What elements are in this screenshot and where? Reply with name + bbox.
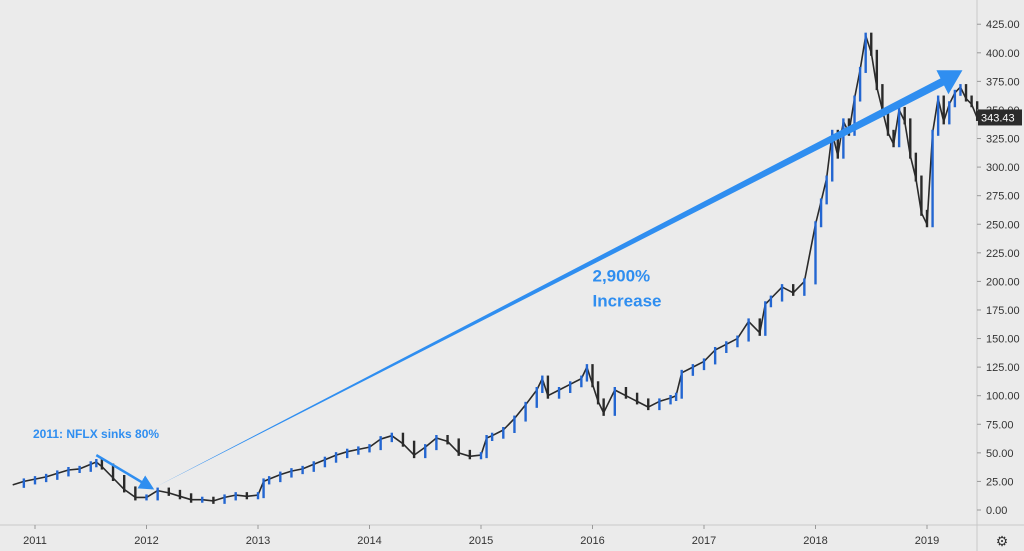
y-tick-label: 225.00 (986, 248, 1020, 260)
x-tick-label: 2011 (23, 535, 47, 547)
y-tick-label: 75.00 (986, 419, 1014, 431)
annotation-increase: Increase (593, 292, 662, 311)
x-axis-ticks: 2011 2012 2013 2014 2015 2016 2017 2018 2019 (23, 525, 939, 547)
y-axis-ticks: 0.00 25.00 50.00 75.00 100.00 125.00 150.00 175… (977, 19, 1020, 517)
x-tick-label: 2019 (915, 535, 939, 547)
y-tick-label: 175.00 (986, 305, 1020, 317)
x-tick-label: 2014 (357, 535, 381, 547)
x-tick-label: 2015 (469, 535, 493, 547)
y-tick-label: 200.00 (986, 276, 1020, 288)
annotation-nflx-sinks: 2011: NFLX sinks 80% (33, 427, 159, 441)
y-tick-label: 325.00 (986, 134, 1020, 146)
y-tick-label: 400.00 (986, 48, 1020, 60)
y-tick-label: 50.00 (986, 448, 1014, 460)
last-price-tag: 343.43 (978, 109, 1022, 126)
y-tick-label: 150.00 (986, 334, 1020, 346)
y-tick-label: 0.00 (986, 505, 1007, 517)
annotation-arrows (95, 70, 963, 490)
gear-icon[interactable]: ⚙ (995, 533, 1009, 549)
price-series-layer (12, 32, 979, 504)
y-tick-label: 250.00 (986, 219, 1020, 231)
y-tick-label: 25.00 (986, 476, 1014, 488)
sinks-arrow (95, 454, 155, 490)
last-price-tag-bg (978, 109, 1022, 126)
y-tick-label: 375.00 (986, 76, 1020, 88)
x-tick-label: 2013 (246, 535, 270, 547)
annotation-percent: 2,900% (593, 266, 651, 285)
y-tick-label: 125.00 (986, 362, 1020, 374)
y-tick-label: 425.00 (986, 19, 1020, 31)
increase-arrow-shaft (155, 74, 949, 488)
x-tick-label: 2016 (580, 535, 604, 547)
x-tick-label: 2018 (803, 535, 827, 547)
y-tick-label: 100.00 (986, 391, 1020, 403)
y-tick-label: 300.00 (986, 162, 1020, 174)
y-tick-label: 275.00 (986, 191, 1020, 203)
x-tick-label: 2017 (692, 535, 716, 547)
last-price-label: 343.43 (981, 112, 1015, 124)
x-tick-label: 2012 (134, 535, 158, 547)
increase-arrow-head (936, 70, 963, 95)
